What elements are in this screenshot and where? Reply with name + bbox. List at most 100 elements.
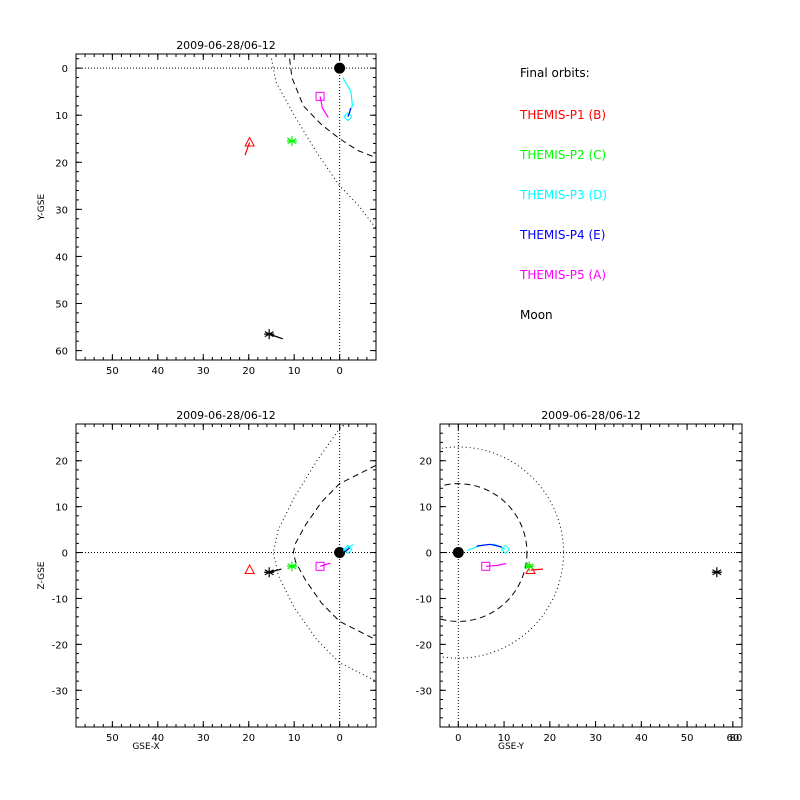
x-tick-label: 20 <box>543 733 556 744</box>
y-tick-label: -10 <box>52 594 68 605</box>
plot-xz: 2009-06-28/06-12 50 40 30 20 10 0 20 10 0 -10 -20 -3… <box>37 409 377 752</box>
legend-label-moon: Moon <box>520 308 553 322</box>
legend-title: Final orbits: <box>520 66 590 80</box>
bow-shock-inner-boundary <box>440 483 528 622</box>
orbit-trail-p3 <box>342 544 354 552</box>
x-tick-label: 40 <box>635 733 648 744</box>
plot-frame <box>439 423 743 728</box>
x-tick-label: 10 <box>288 733 301 744</box>
legend-item-p1: THEMIS-P1 (B) <box>520 108 607 148</box>
marker-p2 <box>286 561 297 572</box>
y-tick-label: -20 <box>416 640 432 651</box>
legend-label-p3: THEMIS-P3 (D) <box>520 188 608 202</box>
legend-item-p2: THEMIS-P2 (C) <box>520 148 607 188</box>
marker-p1 <box>244 563 255 574</box>
x-tick-label: 60 <box>726 733 739 744</box>
x-tick-label: 0 <box>336 733 342 744</box>
marker-p2 <box>524 561 535 572</box>
marker-moon <box>264 567 275 578</box>
magnetopause-outer-boundary <box>271 58 376 229</box>
x-tick-label: 30 <box>589 733 602 744</box>
y-tick-label: 0 <box>62 549 68 560</box>
bow-shock-inner-boundary <box>289 58 376 159</box>
legend: THEMIS-P1 (B) THEMIS-P2 (C) THEMIS-P3 (D… <box>520 108 607 348</box>
bow-shock-inner-boundary <box>292 464 376 641</box>
marker-p3 <box>500 544 511 555</box>
plot-area <box>440 424 742 727</box>
y-tick-label: -10 <box>416 594 432 605</box>
y-tick-label: 20 <box>55 158 68 169</box>
legend-item-p3: THEMIS-P3 (D) <box>520 188 607 228</box>
marker-p5 <box>481 561 491 571</box>
marker-p3 <box>343 544 353 555</box>
x-axis-label: GSE-Y <box>498 742 525 752</box>
earth-marker <box>334 547 346 559</box>
x-tick-label: 10 <box>288 366 301 377</box>
legend-label-p5: THEMIS-P5 (A) <box>520 268 607 282</box>
magnetopause-outer-boundary <box>440 446 565 659</box>
y-tick-label: 20 <box>419 457 432 468</box>
x-tick-label: 50 <box>681 733 694 744</box>
legend-label-p1: THEMIS-P1 (B) <box>520 108 607 122</box>
marker-p3 <box>343 111 353 122</box>
marker-p5 <box>315 91 325 101</box>
legend-label-p4: THEMIS-P4 (E) <box>520 228 606 242</box>
earth-marker <box>334 62 346 74</box>
y-tick-label: 20 <box>55 457 68 468</box>
y-axis-label: Z-GSE <box>37 561 47 589</box>
x-tick-label: 0 <box>455 733 461 744</box>
x-tick-label: 30 <box>197 366 210 377</box>
y-tick-label: 10 <box>419 503 432 514</box>
y-tick-label: -30 <box>52 686 68 697</box>
marker-moon <box>264 329 275 340</box>
orbit-trail-p1 <box>244 142 251 156</box>
orbit-trail-p5 <box>319 562 331 567</box>
y-tick-label: -20 <box>52 640 68 651</box>
orbit-trail-p3 <box>342 77 354 117</box>
x-tick-label: 20 <box>242 366 255 377</box>
x-tick-label: 40 <box>151 733 164 744</box>
plot-area <box>76 54 376 360</box>
x-tick-label: 50 <box>106 733 119 744</box>
plot-frame <box>75 423 377 728</box>
orbit-trail-p4 <box>344 547 350 553</box>
x-tick-label: 20 <box>242 733 255 744</box>
plot-xy: 2009-06-28/06-12 50 40 30 20 10 0 0 10 20 30 40 50 60… <box>37 39 377 377</box>
magnetopause-outer-boundary <box>272 424 376 682</box>
y-tick-label: 0 <box>426 549 432 560</box>
plot-title: 2009-06-28/06-12 <box>541 409 641 422</box>
plot-frame <box>75 53 377 361</box>
y-tick-label: 10 <box>55 503 68 514</box>
orbit-trail-p5 <box>485 563 507 567</box>
x-tick-label: 30 <box>197 733 210 744</box>
earth-marker <box>452 547 464 559</box>
y-tick-label: 60 <box>55 347 68 358</box>
plot-title: 2009-06-28/06-12 <box>176 39 276 52</box>
y-tick-label: -30 <box>416 686 432 697</box>
marker-moon <box>711 567 722 578</box>
legend-item-p5: THEMIS-P5 (A) <box>520 268 607 308</box>
x-tick-label: 50 <box>106 366 119 377</box>
y-tick-label: 10 <box>55 111 68 122</box>
x-tick-label: 0 <box>336 366 342 377</box>
orbit-trail-p4 <box>476 543 502 548</box>
marker-p1 <box>244 136 255 147</box>
y-axis-label: Y-GSE <box>37 194 47 222</box>
x-tick-label: 80 <box>730 733 743 744</box>
orbit-trail-p4 <box>347 107 352 117</box>
marker-p1 <box>525 563 536 574</box>
y-tick-label: 30 <box>55 205 68 216</box>
plot-title: 2009-06-28/06-12 <box>176 409 276 422</box>
marker-p5 <box>315 561 325 571</box>
legend-label-p2: THEMIS-P2 (C) <box>520 148 607 162</box>
x-axis-label: GSE-X <box>132 742 159 752</box>
legend-item-moon: Moon <box>520 308 607 348</box>
x-tick-label: 40 <box>151 366 164 377</box>
legend-item-p4: THEMIS-P4 (E) <box>520 228 607 268</box>
y-tick-label: 0 <box>62 64 68 75</box>
x-tick-label: 10 <box>498 733 511 744</box>
plot-area <box>76 424 376 727</box>
y-tick-label: 40 <box>55 252 68 263</box>
